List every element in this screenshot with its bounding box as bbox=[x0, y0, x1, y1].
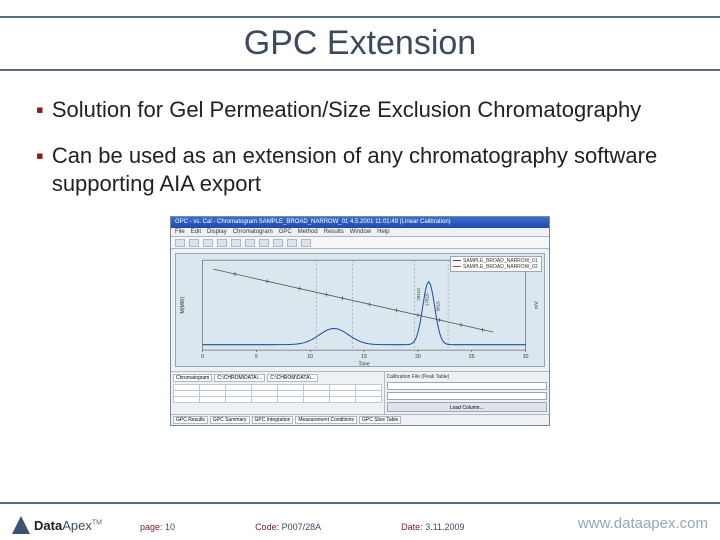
svg-text:mV: mV bbox=[534, 300, 540, 308]
svg-text:Time: Time bbox=[359, 361, 370, 366]
menu-item[interactable]: Display bbox=[207, 229, 227, 235]
svg-text:15: 15 bbox=[361, 354, 367, 360]
toolbar-button[interactable] bbox=[287, 239, 297, 247]
title-bar: GPC Extension bbox=[0, 16, 720, 71]
svg-text:10: 10 bbox=[307, 354, 313, 360]
brand-logo: DataApexTM bbox=[12, 516, 102, 534]
legend-swatch bbox=[453, 266, 461, 267]
svg-text:M(MW): M(MW) bbox=[180, 296, 186, 313]
bullet-text: Solution for Gel Permeation/Size Exclusi… bbox=[52, 96, 641, 124]
toolbar-button[interactable] bbox=[231, 239, 241, 247]
app-window: GPC - vs. Cal - Chromatogram SAMPLE_BROA… bbox=[170, 216, 550, 426]
table-cell bbox=[303, 397, 329, 403]
table-cell bbox=[251, 397, 277, 403]
toolbar bbox=[171, 237, 549, 249]
slide-title: GPC Extension bbox=[0, 24, 720, 63]
toolbar-button[interactable] bbox=[245, 239, 255, 247]
toolbar-button[interactable] bbox=[301, 239, 311, 247]
results-tab[interactable]: GPC Slice Table bbox=[359, 416, 401, 424]
results-tab[interactable]: GPC Results bbox=[173, 416, 208, 424]
menubar: File Edit Display Chromatogram GPC Metho… bbox=[171, 228, 549, 237]
svg-text:20: 20 bbox=[415, 354, 421, 360]
logo-text-b: Apex bbox=[62, 518, 92, 533]
footer-url: www.dataapex.com bbox=[578, 515, 708, 532]
menu-item[interactable]: Edit bbox=[191, 229, 201, 235]
menu-item[interactable]: Help bbox=[377, 229, 389, 235]
logo-triangle-icon bbox=[12, 516, 30, 534]
chromatogram-chart: 0 5 10 15 20 25 30 Time M(MW) mV 29110 17810 5815 SA… bbox=[175, 253, 545, 367]
bullet-mark-icon: ▪ bbox=[36, 96, 44, 124]
load-column-button[interactable]: Load Column... bbox=[387, 402, 547, 412]
slide-body: ▪ Solution for Gel Permeation/Size Exclu… bbox=[36, 96, 684, 426]
results-tab[interactable]: Measurement Conditions bbox=[295, 416, 357, 424]
code-meta: Code: P007/28A bbox=[255, 522, 321, 532]
svg-text:25: 25 bbox=[469, 354, 475, 360]
footer-meta: page: 10 Code: P007/28A Date: 3.11.2009 bbox=[140, 522, 465, 532]
calibration-status bbox=[387, 392, 547, 400]
window-titlebar: GPC - vs. Cal - Chromatogram SAMPLE_BROA… bbox=[171, 217, 549, 228]
svg-text:17810: 17810 bbox=[425, 292, 430, 305]
bottom-panel: Chromatogram C:\CHROM\DATA\... C:\CHROM\… bbox=[171, 371, 549, 414]
footer: DataApexTM page: 10 Code: P007/28A Date:… bbox=[0, 502, 720, 540]
menu-item[interactable]: Results bbox=[324, 229, 344, 235]
svg-text:5815: 5815 bbox=[435, 300, 440, 311]
menu-item[interactable]: File bbox=[175, 229, 185, 235]
svg-text:5: 5 bbox=[255, 354, 258, 360]
svg-text:29110: 29110 bbox=[416, 287, 421, 300]
menu-item[interactable]: Chromatogram bbox=[233, 229, 273, 235]
logo-text-a: Data bbox=[34, 518, 62, 533]
chrom-tab[interactable]: C:\CHROM\DATA\... bbox=[214, 374, 265, 382]
screenshot-container: GPC - vs. Cal - Chromatogram SAMPLE_BROA… bbox=[36, 216, 684, 426]
table-cell bbox=[199, 397, 225, 403]
footer-rule bbox=[0, 502, 720, 504]
chrom-tab[interactable]: Chromatogram bbox=[173, 374, 212, 382]
results-tabstrip: GPC Results GPC Summary GPC Integration … bbox=[171, 414, 549, 425]
table-cell bbox=[329, 397, 355, 403]
toolbar-button[interactable] bbox=[217, 239, 227, 247]
toolbar-button[interactable] bbox=[273, 239, 283, 247]
table-cell bbox=[355, 397, 381, 403]
toolbar-button[interactable] bbox=[259, 239, 269, 247]
table-cell bbox=[174, 397, 200, 403]
menu-item[interactable]: Window bbox=[350, 229, 371, 235]
date-meta: Date: 3.11.2009 bbox=[401, 522, 464, 532]
panel-right: Calibration File (Peak Table) Load Colum… bbox=[385, 372, 549, 414]
legend-row: SAMPLE_BROAD_NARROW_02 bbox=[453, 264, 539, 270]
calibration-dropdown[interactable] bbox=[387, 382, 547, 390]
table-cell bbox=[225, 397, 251, 403]
svg-text:0: 0 bbox=[201, 354, 204, 360]
table-cell bbox=[277, 397, 303, 403]
chrom-tab[interactable]: C:\CHROM\DATA\... bbox=[267, 374, 318, 382]
chart-legend: SAMPLE_BROAD_NARROW_01 SAMPLE_BROAD_NARR… bbox=[450, 256, 542, 272]
page-meta: page: 10 bbox=[140, 522, 175, 532]
results-tab[interactable]: GPC Summary bbox=[210, 416, 250, 424]
bullet-item: ▪ Can be used as an extension of any chr… bbox=[36, 142, 684, 198]
calibration-header: Calibration File (Peak Table) bbox=[387, 374, 547, 380]
window-title: GPC - vs. Cal - Chromatogram SAMPLE_BROA… bbox=[175, 219, 451, 225]
legend-label: SAMPLE_BROAD_NARROW_02 bbox=[463, 264, 538, 270]
slide: GPC Extension ▪ Solution for Gel Permeat… bbox=[0, 0, 720, 540]
bullet-mark-icon: ▪ bbox=[36, 142, 44, 170]
legend-swatch bbox=[453, 260, 461, 261]
logo-text: DataApexTM bbox=[34, 518, 102, 533]
svg-text:30: 30 bbox=[523, 354, 529, 360]
toolbar-button[interactable] bbox=[203, 239, 213, 247]
results-tab[interactable]: GPC Integration bbox=[252, 416, 294, 424]
toolbar-button[interactable] bbox=[189, 239, 199, 247]
menu-item[interactable]: GPC bbox=[279, 229, 292, 235]
toolbar-button[interactable] bbox=[175, 239, 185, 247]
menu-item[interactable]: Method bbox=[298, 229, 318, 235]
chrom-tabstrip: Chromatogram C:\CHROM\DATA\... C:\CHROM\… bbox=[173, 374, 382, 382]
bullet-text: Can be used as an extension of any chrom… bbox=[52, 142, 684, 198]
bullet-item: ▪ Solution for Gel Permeation/Size Exclu… bbox=[36, 96, 684, 124]
logo-tm: TM bbox=[92, 519, 102, 526]
panel-left: Chromatogram C:\CHROM\DATA\... C:\CHROM\… bbox=[171, 372, 385, 414]
results-table bbox=[173, 384, 382, 403]
